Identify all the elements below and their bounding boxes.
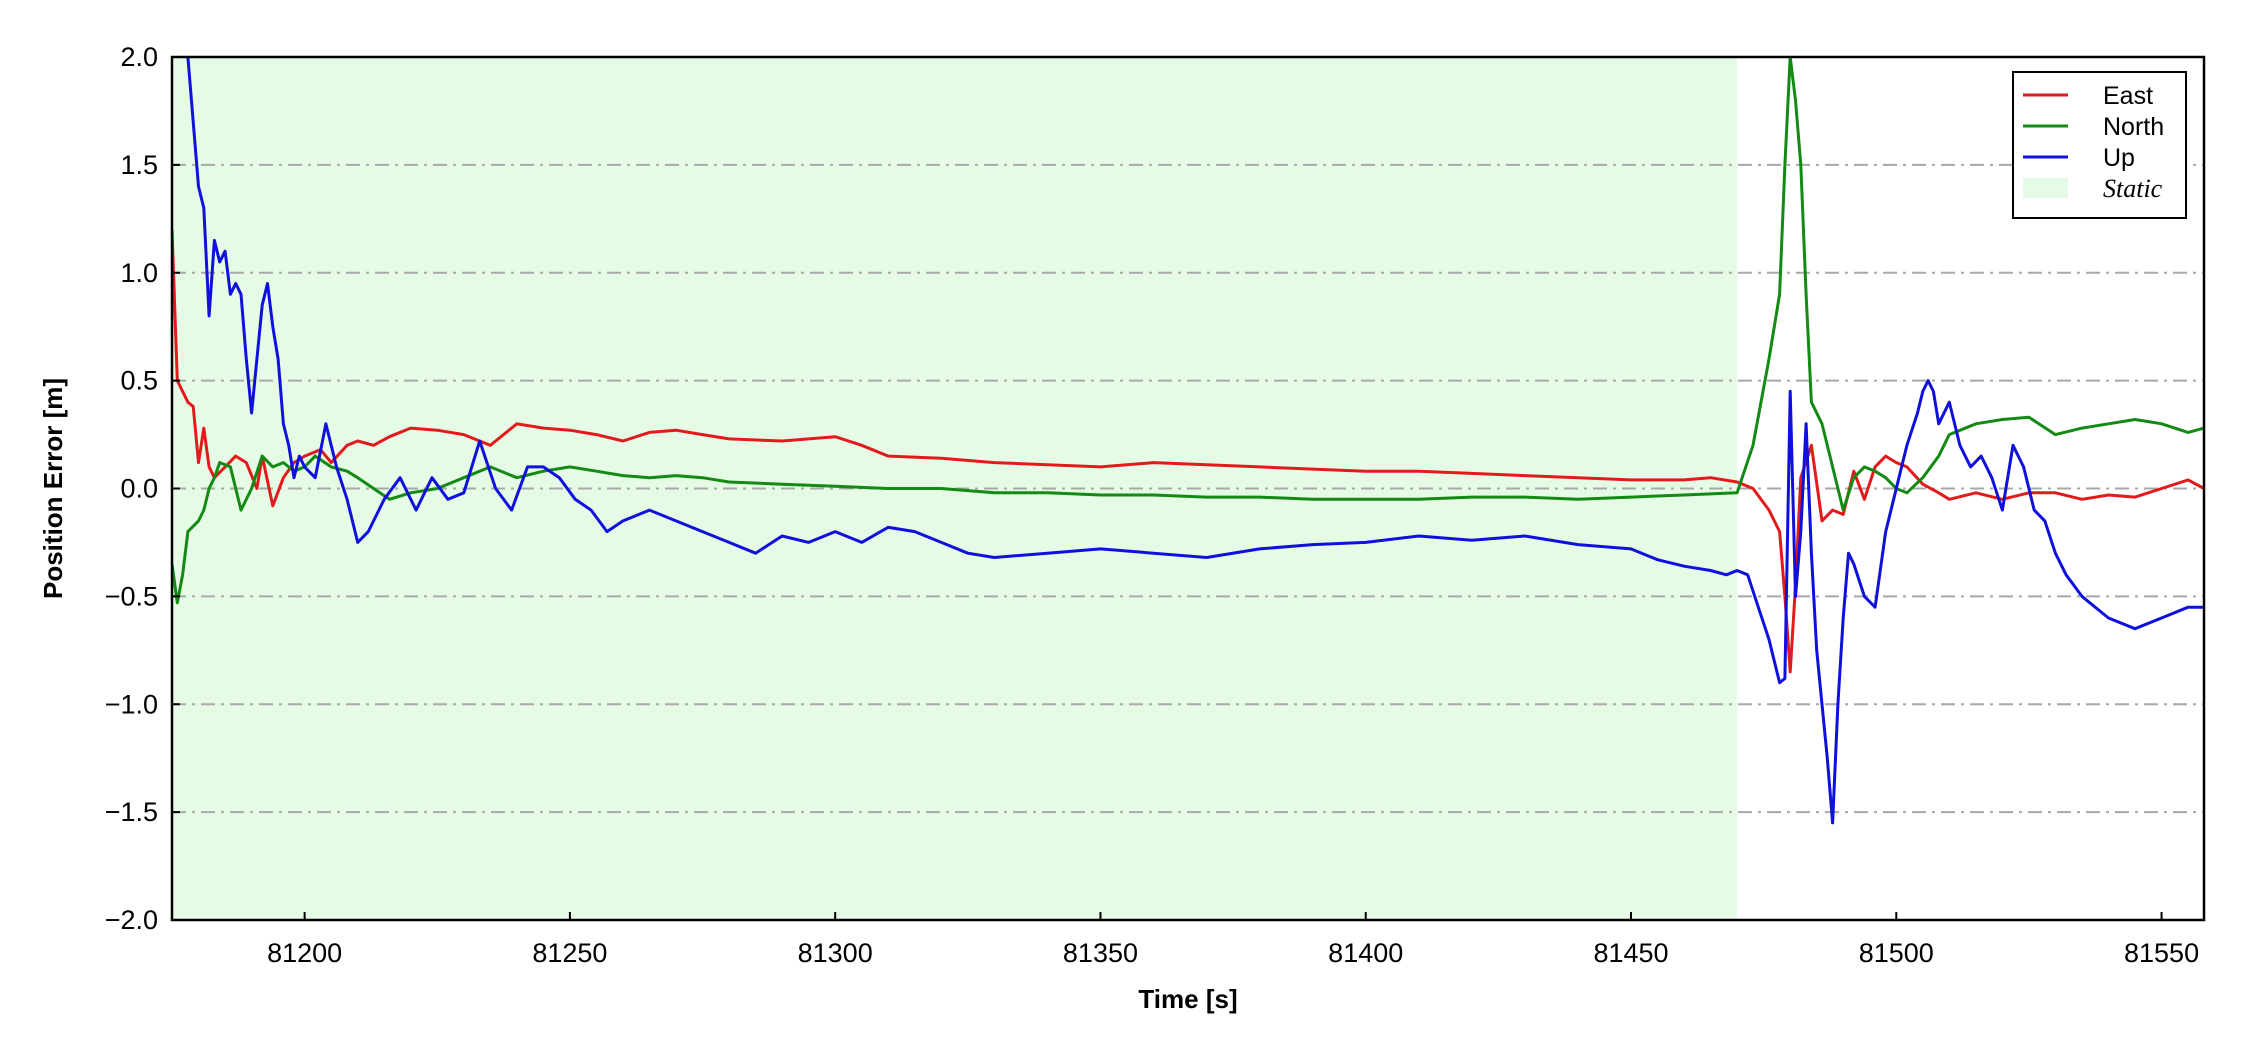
grid-layer — [172, 163, 2204, 814]
y-tick-label: −0.5 — [105, 581, 158, 611]
y-tick-label: −1.5 — [105, 797, 158, 827]
legend-label-north: North — [2103, 113, 2164, 141]
y-tick-label: −2.0 — [105, 905, 158, 935]
y-tick-label: −1.0 — [105, 689, 158, 719]
x-tick-label: 81500 — [1859, 938, 1934, 968]
series-layer — [172, 57, 2204, 825]
series-line-north — [172, 57, 2204, 605]
y-axis-label: Position Error [m] — [38, 378, 68, 599]
y-tick-label: 0.0 — [120, 474, 158, 504]
y-tick-label: 1.0 — [120, 258, 158, 288]
legend-label-up: Up — [2103, 144, 2135, 172]
y-tick-label: 1.5 — [120, 150, 158, 180]
tick-layer: 81200 81250 81300 81350 81400 81450 81500 81550… — [105, 42, 2199, 968]
x-tick-label: 81300 — [798, 938, 873, 968]
legend-label-east: East — [2103, 82, 2153, 110]
x-tick-label: 81400 — [1328, 938, 1403, 968]
series-line-up — [186, 57, 2204, 825]
y-tick-label: 2.0 — [120, 42, 158, 72]
x-axis-label: Time [s] — [1138, 984, 1237, 1014]
x-tick-label: 81450 — [1593, 938, 1668, 968]
x-tick-label: 81200 — [267, 938, 342, 968]
series-line-east — [172, 229, 2204, 674]
legend-swatch-static — [2023, 178, 2068, 198]
y-tick-label: 0.5 — [120, 366, 158, 396]
x-tick-label: 81350 — [1063, 938, 1138, 968]
x-tick-label: 81550 — [2124, 938, 2199, 968]
legend-label-static: Static — [2103, 174, 2163, 203]
x-tick-label: 81250 — [532, 938, 607, 968]
